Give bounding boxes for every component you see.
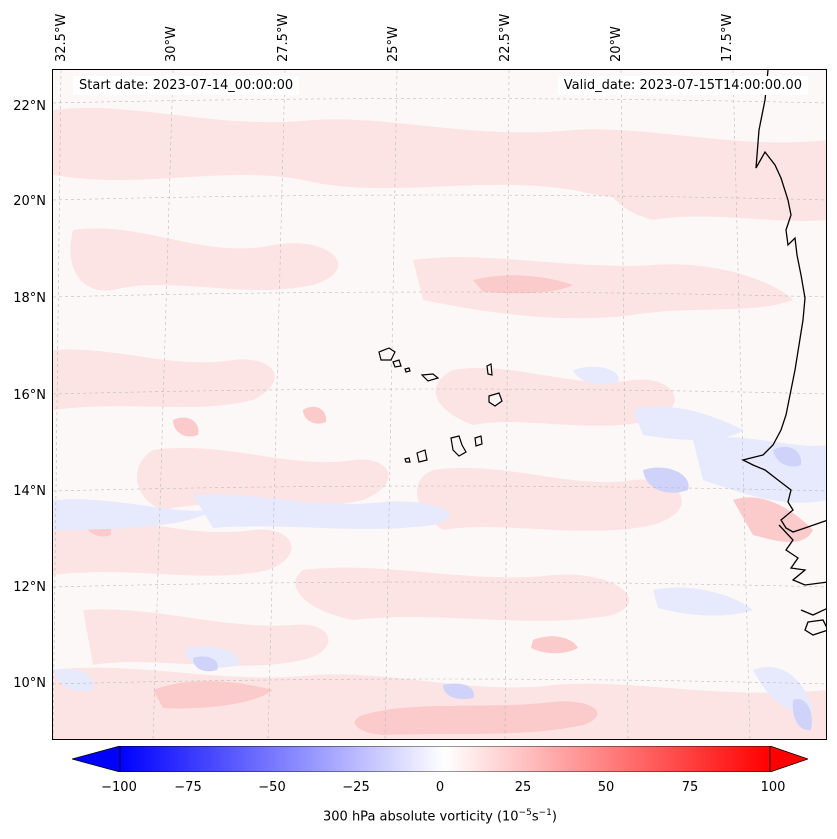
lat-label-14n: 14°N [13,484,46,499]
colorbar-tick: −75 [174,780,202,795]
colorbar-tick: 75 [681,780,699,795]
colorbar-tick: 50 [597,780,615,795]
lon-label-20w: 20°W [609,26,624,62]
positive-vorticity-patches [53,108,826,739]
colorbar-tick: 0 [435,780,445,795]
stronger-positive-patches [83,275,813,735]
start-date-label: Start date: 2023-07-14_00:00:00 [73,76,300,95]
vorticity-field [53,70,826,739]
lat-label-12n: 12°N [13,580,46,595]
colorbar-extend-max [769,746,808,772]
colorbar [72,746,808,772]
lat-label-10n: 10°N [13,676,46,691]
colorbar-tick: 100 [760,780,786,795]
lat-label-22n: 22°N [13,99,46,114]
valid-date-label: Valid_date: 2023-07-15T14:00:00.00 [557,76,808,95]
lat-label-18n: 18°N [13,291,46,306]
gridlines [53,70,826,739]
lon-label-32-5w: 32.5°W [54,13,69,62]
colorbar-tick: −25 [342,780,370,795]
lon-label-30w: 30°W [164,26,179,62]
colorbar-tick: −100 [101,780,137,795]
lon-label-17-5w: 17.5°W [720,13,735,62]
colorbar-gradient [119,746,771,772]
colorbar-tick: 25 [514,780,532,795]
lat-label-16n: 16°N [13,388,46,403]
coastline [741,70,826,636]
map-panel: Start date: 2023-07-14_00:00:00 Valid_da… [52,69,827,740]
lon-label-27-5w: 27.5°W [276,13,291,62]
colorbar-label: 300 hPa absolute vorticity (10−5s−1) [323,808,557,825]
lon-label-25w: 25°W [386,26,401,62]
stronger-negative-patches [193,446,812,731]
lon-label-22-5w: 22.5°W [498,13,513,62]
colorbar-tick: −50 [258,780,286,795]
colorbar-extend-min [72,746,121,772]
cape-verde-islands [378,347,503,463]
lat-label-20n: 20°N [13,194,46,209]
